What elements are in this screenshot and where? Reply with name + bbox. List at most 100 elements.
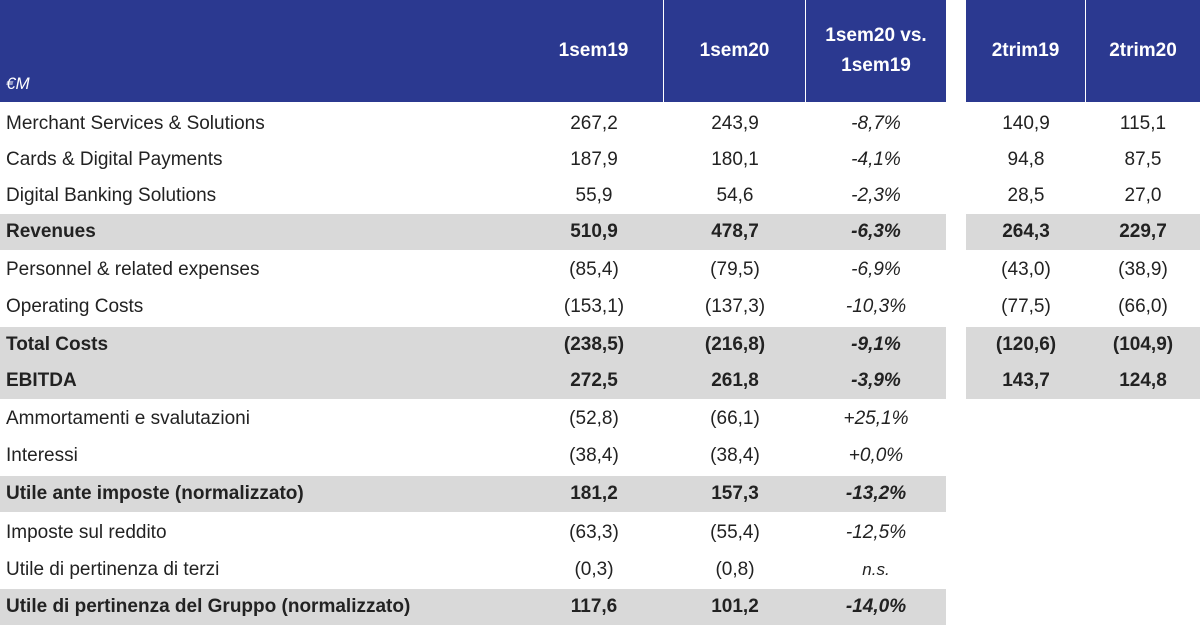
table-row: Operating Costs (153,1) (137,3) -10,3% (… bbox=[0, 289, 1200, 325]
row-label: Operating Costs bbox=[6, 296, 144, 317]
row-label: Utile di pertinenza di terzi bbox=[6, 559, 220, 580]
row-label: Utile ante imposte (normalizzato) bbox=[6, 483, 304, 504]
col-header-2trim19: 2trim19 bbox=[966, 0, 1086, 102]
row-highlight bbox=[966, 363, 1200, 399]
col-header-change-line1: 1sem20 vs. bbox=[825, 25, 927, 46]
value-1sem19: (0,3) bbox=[574, 559, 614, 580]
value-2trim20: 124,8 bbox=[1119, 370, 1167, 391]
value-2trim20: (104,9) bbox=[1112, 334, 1174, 355]
table-row: Digital Banking Solutions 55,9 54,6 -2,3… bbox=[0, 178, 1200, 214]
value-1sem20: (79,5) bbox=[710, 259, 760, 280]
row-label: Digital Banking Solutions bbox=[6, 185, 217, 206]
value-change: -4,1% bbox=[851, 149, 901, 170]
table-row: Imposte sul reddito (63,3) (55,4) -12,5% bbox=[0, 515, 1200, 551]
value-1sem20: (137,3) bbox=[704, 296, 766, 317]
row-label: Merchant Services & Solutions bbox=[6, 113, 265, 134]
table-row-revenues: Revenues 510,9 478,7 -6,3% 264,3 229,7 bbox=[0, 214, 1200, 250]
col-header-1sem19: 1sem19 bbox=[524, 0, 664, 102]
row-highlight bbox=[966, 214, 1200, 250]
value-1sem19: 187,9 bbox=[570, 149, 618, 170]
value-change: -9,1% bbox=[851, 334, 901, 355]
col-header-2trim20: 2trim20 bbox=[1109, 40, 1177, 61]
value-1sem19: 267,2 bbox=[570, 113, 618, 134]
value-1sem19: (63,3) bbox=[569, 522, 619, 543]
value-change: -6,3% bbox=[851, 221, 901, 242]
value-1sem19: 181,2 bbox=[570, 483, 618, 504]
value-change: -14,0% bbox=[845, 596, 907, 617]
value-1sem19: 117,6 bbox=[570, 596, 618, 617]
row-highlight bbox=[0, 363, 946, 399]
value-2trim19: 143,7 bbox=[1002, 370, 1050, 391]
value-2trim20: (66,0) bbox=[1118, 296, 1168, 317]
value-change: -2,3% bbox=[851, 185, 901, 206]
table-row-ebitda: EBITDA 272,5 261,8 -3,9% 143,7 124,8 bbox=[0, 363, 1200, 399]
value-1sem19: 55,9 bbox=[575, 185, 613, 206]
value-1sem19: (238,5) bbox=[563, 334, 625, 355]
value-1sem19: 510,9 bbox=[570, 221, 618, 242]
col-header-change-line2: 1sem19 bbox=[841, 55, 911, 76]
value-change: +0,0% bbox=[848, 445, 904, 466]
table-row: Ammortamenti e svalutazioni (52,8) (66,1… bbox=[0, 401, 1200, 437]
value-1sem19: (52,8) bbox=[569, 408, 619, 429]
value-change: -3,9% bbox=[851, 370, 901, 391]
value-2trim20: 27,0 bbox=[1124, 185, 1162, 206]
value-change: -13,2% bbox=[845, 483, 907, 504]
value-change: -6,9% bbox=[851, 259, 901, 280]
value-1sem20: 261,8 bbox=[711, 370, 759, 391]
value-1sem19: (85,4) bbox=[569, 259, 619, 280]
value-1sem19: (38,4) bbox=[569, 445, 619, 466]
value-1sem20: (216,8) bbox=[704, 334, 766, 355]
table-row-utile-ante-imposte: Utile ante imposte (normalizzato) 181,2 … bbox=[0, 476, 1200, 512]
table-row: Merchant Services & Solutions 267,2 243,… bbox=[0, 106, 1200, 142]
value-2trim20: 87,5 bbox=[1124, 149, 1162, 170]
value-2trim20: 229,7 bbox=[1119, 221, 1167, 242]
row-highlight bbox=[0, 589, 946, 625]
value-1sem20: 101,2 bbox=[711, 596, 759, 617]
value-change: -12,5% bbox=[845, 522, 907, 543]
row-highlight bbox=[966, 327, 1200, 363]
value-change: -10,3% bbox=[845, 296, 907, 317]
value-1sem20: (55,4) bbox=[710, 522, 760, 543]
row-label: Utile di pertinenza del Gruppo (normaliz… bbox=[6, 596, 411, 617]
value-1sem20: 54,6 bbox=[716, 185, 754, 206]
row-label: EBITDA bbox=[6, 370, 77, 391]
table-row: Cards & Digital Payments 187,9 180,1 -4,… bbox=[0, 142, 1200, 178]
value-2trim19: 28,5 bbox=[1007, 185, 1045, 206]
table-header-right: 2trim19 2trim20 bbox=[966, 0, 1200, 102]
value-1sem20: 180,1 bbox=[711, 149, 759, 170]
value-change: -8,7% bbox=[851, 113, 901, 134]
row-label: Ammortamenti e svalutazioni bbox=[6, 408, 250, 429]
row-label: Interessi bbox=[6, 445, 78, 466]
unit-label: €M bbox=[6, 74, 30, 93]
value-1sem20: (38,4) bbox=[710, 445, 760, 466]
value-2trim20: (38,9) bbox=[1118, 259, 1168, 280]
value-1sem20: (0,8) bbox=[715, 559, 755, 580]
value-1sem19: (153,1) bbox=[563, 296, 625, 317]
row-label: Total Costs bbox=[6, 334, 109, 355]
value-2trim19: 140,9 bbox=[1002, 113, 1050, 134]
row-highlight bbox=[0, 327, 946, 363]
value-2trim19: 264,3 bbox=[1002, 221, 1050, 242]
table-row: Utile di pertinenza di terzi (0,3) (0,8)… bbox=[0, 552, 1200, 588]
table-row: Personnel & related expenses (85,4) (79,… bbox=[0, 252, 1200, 288]
row-highlight bbox=[0, 476, 946, 512]
value-1sem19: 272,5 bbox=[570, 370, 618, 391]
table-header-left: €M 1sem19 1sem20 1sem20 vs. 1sem19 bbox=[0, 0, 946, 102]
row-label: Personnel & related expenses bbox=[6, 259, 260, 280]
row-highlight bbox=[0, 214, 946, 250]
col-header-1sem20: 1sem20 bbox=[664, 0, 806, 102]
value-2trim19: (43,0) bbox=[1001, 259, 1051, 280]
value-2trim19: (120,6) bbox=[995, 334, 1057, 355]
table-row-utile-gruppo: Utile di pertinenza del Gruppo (normaliz… bbox=[0, 589, 1200, 625]
value-1sem20: (66,1) bbox=[710, 408, 760, 429]
value-2trim20: 115,1 bbox=[1119, 113, 1167, 134]
row-label: Imposte sul reddito bbox=[6, 522, 167, 543]
value-change: n.s. bbox=[862, 560, 890, 579]
row-label: Cards & Digital Payments bbox=[6, 149, 223, 170]
row-label: Revenues bbox=[6, 221, 96, 242]
value-1sem20: 243,9 bbox=[711, 113, 759, 134]
col-header-change: 1sem20 vs. 1sem19 bbox=[806, 0, 946, 102]
table-row: Interessi (38,4) (38,4) +0,0% bbox=[0, 438, 1200, 474]
table-row-total-costs: Total Costs (238,5) (216,8) -9,1% (120,6… bbox=[0, 327, 1200, 363]
